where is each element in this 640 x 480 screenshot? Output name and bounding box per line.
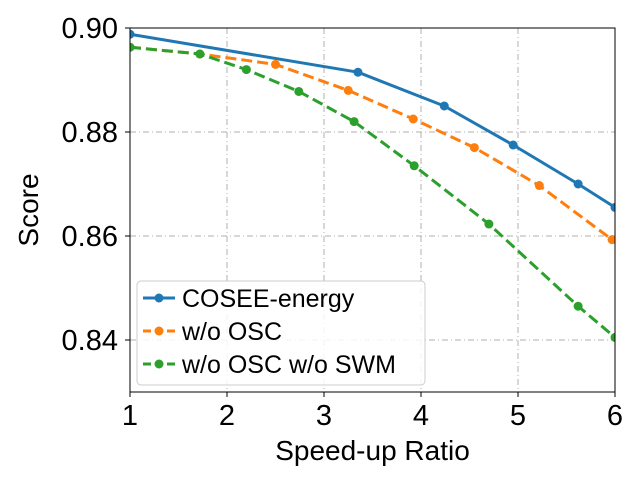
data-point-w-o-osc [469, 143, 479, 153]
y-tick-label: 0.84 [62, 325, 118, 357]
data-point-w-o-osc [343, 85, 353, 95]
x-tick-label: 2 [219, 400, 235, 432]
data-point-w-o-osc-w-o-swm [484, 219, 494, 229]
series-line-w-o-osc-w-o-swm [130, 45, 615, 339]
y-axis-title: Score [13, 173, 44, 246]
data-point-w-o-osc [408, 114, 418, 124]
data-point-w-o-osc-w-o-swm [409, 161, 419, 171]
data-point-cosee-energy [439, 101, 449, 111]
series-cosee-energy [130, 29, 615, 212]
data-point-w-o-osc [607, 235, 615, 245]
data-point-w-o-osc-w-o-swm [241, 65, 251, 75]
data-point-w-o-osc-w-o-swm [610, 332, 615, 342]
legend-label-w-o-osc: w/o OSC [181, 318, 282, 346]
series-line-cosee-energy [130, 32, 615, 209]
legend-label-w-o-osc-w-o-swm: w/o OSC w/o SWM [181, 351, 396, 379]
axis-ticks: 1 2 3 4 5 6 0.84 0.86 0.88 0.90 [62, 13, 624, 432]
x-tick-label: 5 [510, 400, 526, 432]
legend-marker-w-o-osc [154, 326, 164, 336]
data-point-w-o-osc-w-o-swm [195, 49, 205, 59]
data-point-w-o-osc [534, 181, 544, 191]
data-point-cosee-energy [353, 67, 363, 77]
x-tick-label: 6 [607, 400, 623, 432]
data-point-w-o-osc [271, 59, 280, 69]
data-point-cosee-energy [610, 202, 615, 212]
legend-label-cosee-energy: COSEE-energy [182, 285, 355, 313]
legend-box [136, 280, 426, 386]
data-point-w-o-osc-w-o-swm [294, 86, 304, 96]
data-point-w-o-osc-w-o-swm [349, 117, 359, 127]
data-point-w-o-osc-w-o-swm [130, 42, 135, 52]
plot-frame [129, 27, 616, 393]
data-point-cosee-energy [508, 140, 518, 150]
series-line-w-o-osc [130, 45, 613, 241]
y-tick-label: 0.86 [62, 221, 118, 253]
x-tick-label: 4 [413, 400, 429, 432]
legend-marker-w-o-osc-w-o-swm [154, 359, 164, 369]
x-tick-label: 3 [316, 400, 332, 432]
y-tick-label: 0.90 [62, 13, 118, 45]
x-tick-label: 1 [122, 400, 138, 432]
legend: COSEE-energy w/o OSC w/o OSC w/o SWM [136, 280, 426, 386]
data-point-cosee-energy [573, 179, 583, 189]
data-point-cosee-energy [130, 29, 135, 39]
series-w-o-osc-w-o-swm [130, 42, 615, 342]
legend-marker-cosee-energy [154, 293, 164, 303]
x-axis-title: Speed-up Ratio [275, 435, 470, 466]
series-layer [130, 29, 615, 342]
y-tick-label: 0.88 [62, 117, 118, 149]
data-point-w-o-osc-w-o-swm [573, 301, 583, 311]
